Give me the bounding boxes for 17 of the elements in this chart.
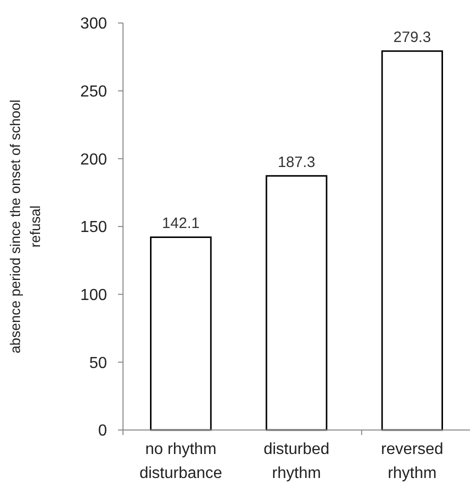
x-tick-label: no rhythm disturbance (139, 441, 222, 482)
y-axis-title: absence period since the onset of school refusal (7, 100, 43, 354)
y-tick-label: 150 (80, 219, 108, 236)
y-tick-label: 300 (80, 16, 108, 33)
x-tick-label: disturbed rhythm (264, 441, 330, 482)
bar (266, 175, 328, 431)
bar (381, 50, 443, 431)
y-tick-label: 100 (80, 286, 108, 304)
y-tick-label: 50 (89, 354, 108, 372)
x-tick-label: reversed rhythm (381, 441, 444, 482)
data-label: 279.3 (393, 29, 431, 46)
data-label: 142.1 (162, 215, 200, 232)
y-tick-label: 250 (80, 83, 108, 100)
y-tick-label: 200 (80, 151, 108, 168)
bar (150, 236, 212, 431)
data-label: 187.3 (278, 154, 316, 171)
y-tick-label: 0 (98, 422, 108, 440)
